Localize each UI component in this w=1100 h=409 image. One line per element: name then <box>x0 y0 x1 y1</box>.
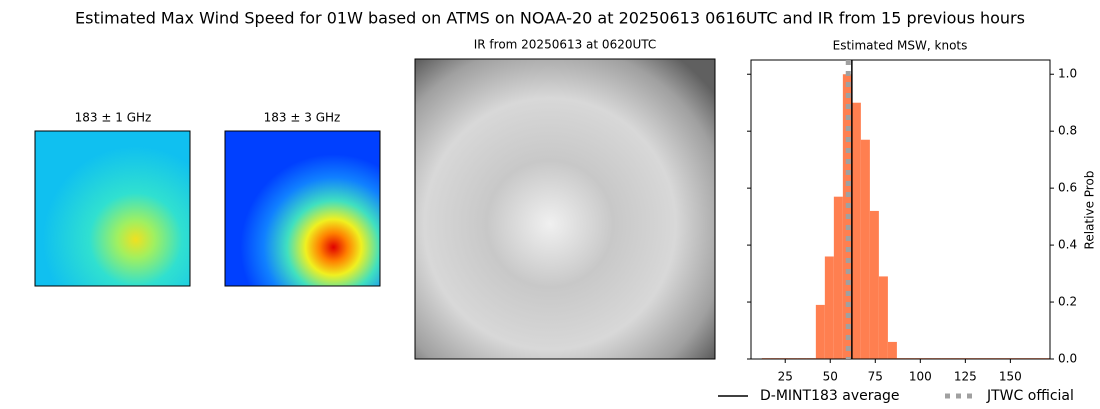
y-tick-label: 0.8 <box>1058 124 1077 138</box>
bar <box>860 139 870 359</box>
bar <box>851 102 861 359</box>
bar <box>869 210 879 359</box>
bar <box>815 304 825 359</box>
histogram-plot <box>761 74 1050 359</box>
x-tick-label: 100 <box>909 370 932 384</box>
y-tick-label: 1.0 <box>1058 67 1077 81</box>
ir-image <box>414 58 716 360</box>
y-tick-label: 0.4 <box>1058 238 1077 252</box>
bar <box>824 256 834 359</box>
figure-title: Estimated Max Wind Speed for 01W based o… <box>75 9 1025 28</box>
y-axis-label: Relative Prob <box>1083 171 1097 250</box>
legend-label: D-MINT183 average <box>760 388 900 404</box>
x-tick-label: 75 <box>868 370 883 384</box>
x-tick-label: 150 <box>999 370 1022 384</box>
chart-title: Estimated MSW, knots <box>833 39 968 53</box>
legend-label: JTWC official <box>986 388 1074 404</box>
plot-frame <box>750 59 1051 360</box>
x-tick-label: 125 <box>954 370 977 384</box>
y-tick-label: 0.0 <box>1058 352 1077 366</box>
x-tick-label: 25 <box>778 370 793 384</box>
bar <box>887 341 897 359</box>
panel-title: 183 ± 3 GHz <box>264 111 341 125</box>
bar <box>833 196 843 359</box>
panel-title: 183 ± 1 GHz <box>75 111 152 125</box>
x-tick-label: 50 <box>823 370 838 384</box>
y-tick-label: 0.6 <box>1058 181 1077 195</box>
y-tick-label: 0.2 <box>1058 295 1077 309</box>
panel-title: IR from 20250613 at 0620UTC <box>474 38 657 52</box>
microwave-image <box>34 130 191 287</box>
bar <box>878 276 888 359</box>
microwave-image <box>224 130 381 287</box>
